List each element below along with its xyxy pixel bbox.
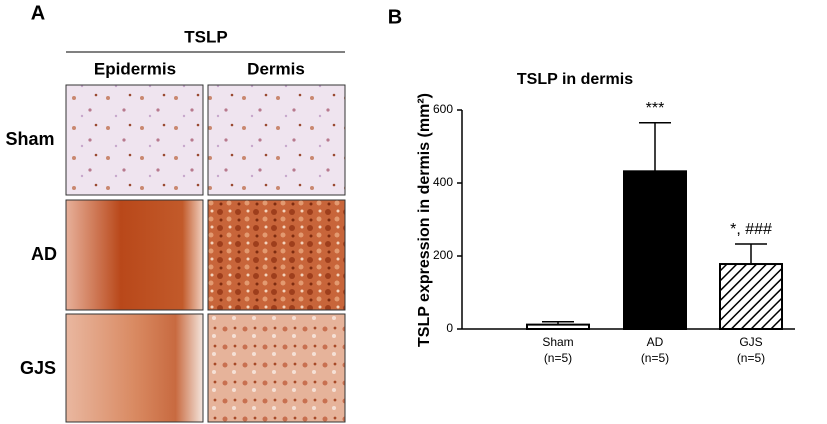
chart-title: TSLP in dermis bbox=[517, 71, 633, 88]
row-header: AD bbox=[31, 244, 57, 264]
y-tick-label: 600 bbox=[433, 102, 453, 116]
significance-label: *, ### bbox=[730, 221, 772, 238]
x-tick-label: AD bbox=[647, 335, 664, 349]
histology-images bbox=[65, 84, 346, 423]
row-header: GJS bbox=[20, 358, 56, 378]
bar bbox=[526, 323, 590, 330]
column-header: Dermis bbox=[247, 59, 305, 78]
panel-label: B bbox=[388, 6, 402, 28]
group-size-label: (n=5) bbox=[737, 351, 765, 365]
x-tick-label: Sham bbox=[542, 335, 573, 349]
y-axis-label: TSLP expression in dermis (mm²) bbox=[416, 93, 433, 347]
row-header: Sham bbox=[5, 129, 54, 149]
y-tick-label: 400 bbox=[433, 175, 453, 189]
panel-label: A bbox=[31, 2, 45, 24]
y-tick-label: 200 bbox=[433, 248, 453, 262]
panel-title: TSLP bbox=[184, 27, 227, 46]
y-tick-label: 0 bbox=[446, 321, 453, 335]
group-size-label: (n=5) bbox=[544, 351, 572, 365]
bar bbox=[623, 170, 687, 330]
group-size-label: (n=5) bbox=[641, 351, 669, 365]
x-tick-label: GJS bbox=[739, 335, 762, 349]
bar bbox=[719, 263, 783, 330]
significance-label: *** bbox=[646, 100, 665, 117]
column-header: Epidermis bbox=[94, 59, 176, 78]
